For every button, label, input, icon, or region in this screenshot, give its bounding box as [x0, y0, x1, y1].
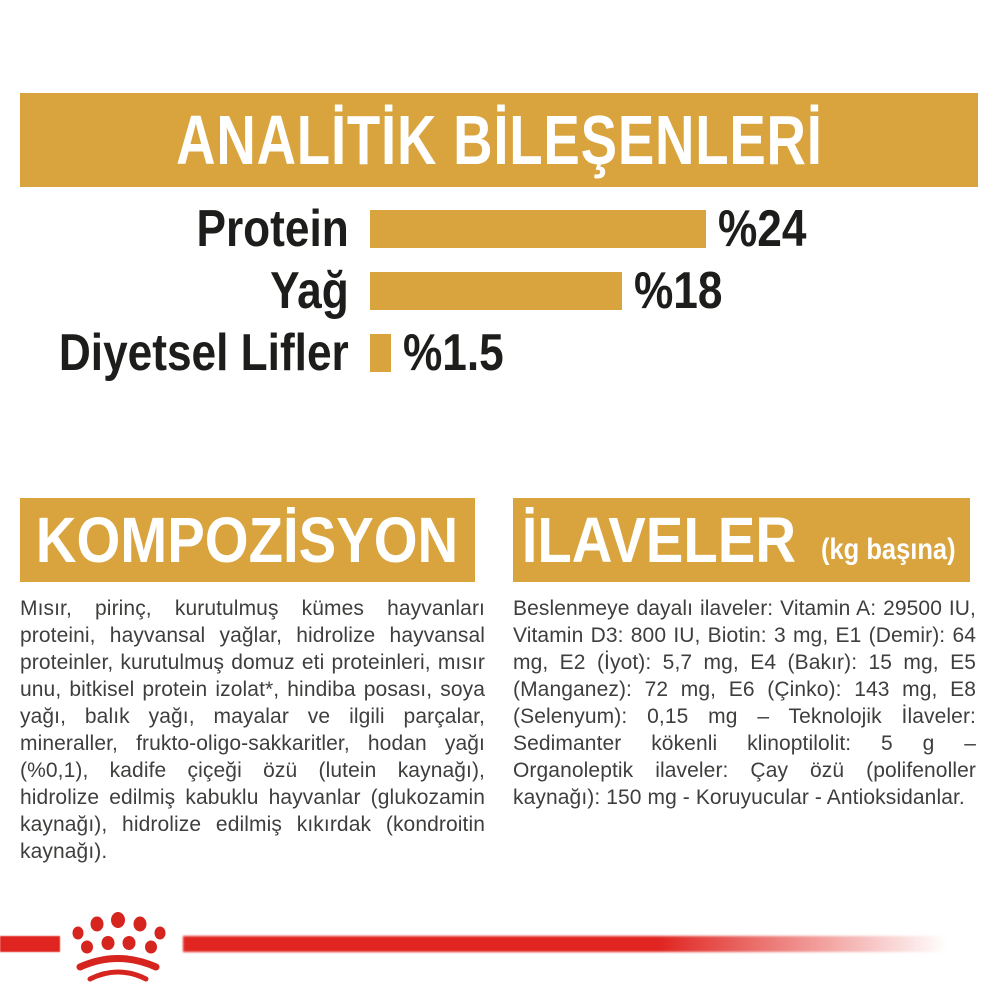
chart-value-label: %24 [718, 200, 807, 258]
chart-bar [370, 334, 391, 372]
additives-subtitle: (kg başına) [821, 533, 956, 566]
additives-section: İLAVELER (kg başına) Beslenmeye dayalı i… [513, 498, 976, 811]
additives-title: İLAVELER [522, 504, 797, 576]
composition-title: KOMPOZİSYON [36, 504, 459, 576]
footer-red-rule-right [183, 936, 947, 952]
chart-row: Diyetsel Lifler %1.5 [0, 327, 1000, 379]
chart-bar [370, 210, 706, 248]
chart-row: Protein %24 [0, 203, 1000, 255]
chart-value-label: %1.5 [403, 324, 504, 382]
additives-banner: İLAVELER (kg başına) [513, 498, 970, 582]
analytic-components-title: ANALİTİK BİLEŞENLERİ [175, 101, 823, 179]
composition-body: Mısır, pirinç, kurutulmuş kümes hayvanla… [20, 597, 485, 863]
composition-section: KOMPOZİSYON Mısır, pirinç, kurutulmuş kü… [20, 498, 485, 865]
additives-body: Beslenmeye dayalı ilaveler: Vitamin A: 2… [513, 597, 976, 809]
chart-category-label: Diyetsel Lifler [58, 324, 349, 382]
chart-row: Yağ %18 [0, 265, 1000, 317]
composition-banner: KOMPOZİSYON [20, 498, 475, 582]
analytic-components-banner: ANALİTİK BİLEŞENLERİ [20, 93, 978, 187]
bar-chart: Protein %24 Yağ %18 Diyetsel Lifler %1.5 [0, 203, 1000, 389]
royal-canin-crown-paw-logo-icon [72, 912, 166, 982]
chart-category-label: Yağ [270, 262, 349, 320]
footer [0, 905, 1000, 995]
footer-red-rule-left [0, 936, 60, 952]
chart-bar [370, 272, 622, 310]
chart-value-label: %18 [634, 262, 723, 320]
chart-category-label: Protein [196, 200, 349, 258]
